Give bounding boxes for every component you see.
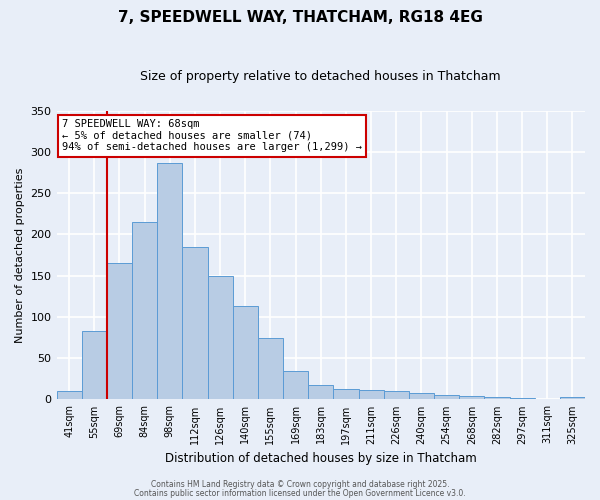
Bar [56,391,82,400]
Bar [308,386,334,400]
Bar [459,396,484,400]
Text: Contains HM Land Registry data © Crown copyright and database right 2025.: Contains HM Land Registry data © Crown c… [151,480,449,489]
X-axis label: Distribution of detached houses by size in Thatcham: Distribution of detached houses by size … [165,452,476,465]
Bar [359,390,383,400]
Bar [82,331,107,400]
Bar [334,388,359,400]
Bar [283,370,308,400]
Bar [383,391,409,400]
Text: 7, SPEEDWELL WAY, THATCHAM, RG18 4EG: 7, SPEEDWELL WAY, THATCHAM, RG18 4EG [118,10,482,25]
Bar [258,338,283,400]
Bar [182,246,208,400]
Bar [107,263,132,400]
Bar [409,393,434,400]
Bar [535,398,560,400]
Bar [233,306,258,400]
Text: Contains public sector information licensed under the Open Government Licence v3: Contains public sector information licen… [134,488,466,498]
Bar [484,397,509,400]
Bar [560,397,585,400]
Y-axis label: Number of detached properties: Number of detached properties [15,168,25,342]
Text: 7 SPEEDWELL WAY: 68sqm
← 5% of detached houses are smaller (74)
94% of semi-deta: 7 SPEEDWELL WAY: 68sqm ← 5% of detached … [62,119,362,152]
Title: Size of property relative to detached houses in Thatcham: Size of property relative to detached ho… [140,70,501,83]
Bar [434,396,459,400]
Bar [509,398,535,400]
Bar [132,222,157,400]
Bar [157,162,182,400]
Bar [208,276,233,400]
